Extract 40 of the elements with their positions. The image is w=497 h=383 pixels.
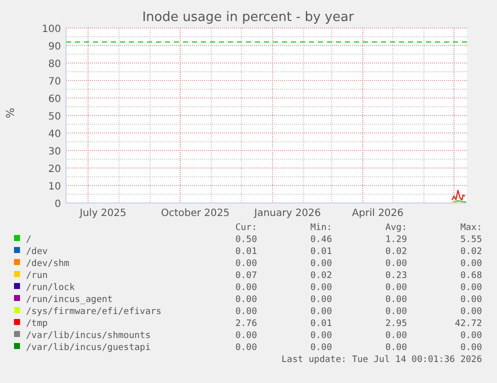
legend-label: /run — [26, 271, 48, 281]
y-tick-label: 90 — [48, 42, 61, 52]
text: 0.00 0.00 0.00 0.00 — [235, 259, 482, 269]
chart-title: Inode usage in percent - by year — [142, 10, 354, 25]
legend-label: /var/lib/incus/guestapi — [26, 343, 151, 353]
y-tick-label: 80 — [48, 59, 61, 70]
legend-label: /run/incus_agent — [26, 295, 113, 305]
text: Cur: Min: Avg: Max: — [235, 223, 482, 233]
x-tick-label: April 2026 — [352, 208, 404, 219]
y-tick-label: 10 — [48, 182, 61, 192]
x-tick-label: July 2025 — [78, 208, 126, 219]
y-tick-label: 50 — [48, 112, 61, 122]
y-tick-label: 100 — [42, 24, 61, 35]
text: 0.00 0.00 0.00 0.00 — [235, 343, 482, 353]
text: 2.76 0.01 2.95 42.72 — [235, 319, 482, 329]
text: Last update: Tue Jul 14 00:01:36 2026 — [282, 355, 482, 365]
text: 0.01 0.01 0.02 0.02 — [235, 247, 482, 257]
legend-label: /dev/shm — [26, 259, 70, 269]
legend-label: /var/lib/incus/shmounts — [26, 331, 151, 341]
x-tick-label: October 2025 — [160, 208, 230, 219]
legend-label: /run/lock — [26, 283, 76, 293]
y-tick-label: 40 — [48, 129, 61, 140]
legend-label: /tmp — [26, 319, 48, 329]
y-tick-label: 60 — [48, 94, 61, 105]
line-series — [451, 190, 466, 201]
text: 0.00 0.00 0.00 0.00 — [235, 295, 482, 305]
x-tick-label: January 2026 — [253, 208, 321, 219]
text: 0.50 0.46 1.29 5.55 — [235, 235, 482, 245]
legend-label: / — [26, 235, 32, 245]
text: 0.00 0.00 0.00 0.00 — [235, 307, 482, 317]
text: 0.00 0.00 0.00 0.00 — [235, 283, 482, 293]
y-tick-label: 20 — [48, 164, 61, 175]
y-tick-label: 70 — [48, 76, 61, 88]
y-tick-label: 30 — [48, 146, 61, 158]
y-axis-title: % — [4, 108, 17, 118]
legend-label: /dev — [26, 247, 48, 257]
text: 0.07 0.02 0.23 0.68 — [235, 271, 482, 281]
text: 0.00 0.00 0.00 0.00 — [235, 331, 482, 341]
y-tick-label: 0 — [54, 199, 61, 210]
legend-label: /sys/firmware/efi/efivars — [26, 307, 162, 317]
